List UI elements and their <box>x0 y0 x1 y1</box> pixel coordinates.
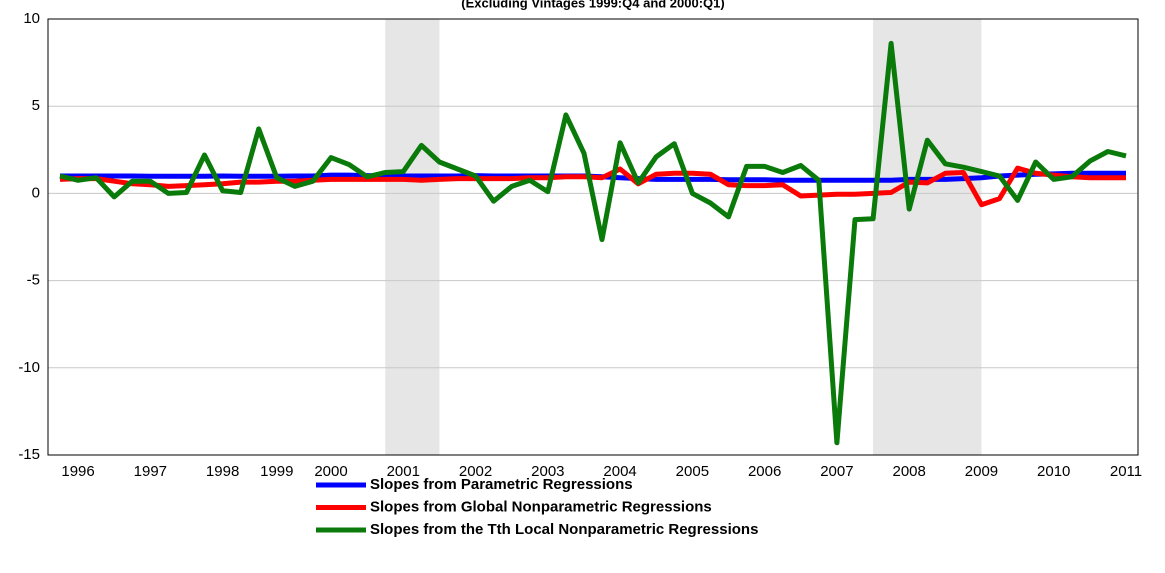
x-tick-label: 2009 <box>965 463 998 480</box>
x-tick-label: 2001 <box>387 463 420 480</box>
x-tick-label: 2010 <box>1037 463 1070 480</box>
x-tick-label: 2008 <box>892 463 925 480</box>
y-tick-label: 10 <box>23 10 40 27</box>
chart-title: (Excluding Vintages 1999:Q4 and 2000:Q1) <box>461 0 724 10</box>
y-tick-label: 0 <box>32 184 40 201</box>
x-tick-label: 2011 <box>1110 463 1142 480</box>
x-tick-label: 2003 <box>531 463 564 480</box>
x-tick-label: 1998 <box>206 463 239 480</box>
x-tick-label: 2007 <box>820 463 853 480</box>
recession-band <box>873 19 982 455</box>
y-tick-label: -10 <box>18 359 40 376</box>
y-tick-label: -15 <box>18 446 40 463</box>
x-tick-label: 2002 <box>459 463 492 480</box>
x-tick-label: 2004 <box>603 463 636 480</box>
x-tick-label: 2005 <box>676 463 709 480</box>
series-line <box>59 165 1126 208</box>
y-tick-label: -5 <box>27 272 40 289</box>
legend-label: Slopes from the Tth Local Nonparametric … <box>370 521 758 538</box>
recession-band <box>385 19 440 455</box>
legend-label: Slopes from Global Nonparametric Regress… <box>370 498 712 515</box>
x-tick-label: 1997 <box>134 463 167 480</box>
x-tick-label: 2006 <box>748 463 781 480</box>
y-tick-label: 5 <box>32 97 40 114</box>
x-tick-label: 1996 <box>61 463 94 480</box>
plot-frame <box>47 18 1139 456</box>
legend-label: Slopes from Parametric Regressions <box>370 476 633 493</box>
series-line <box>59 40 1127 446</box>
x-tick-label: 2000 <box>314 463 347 480</box>
x-tick-label: 1999 <box>260 463 293 480</box>
